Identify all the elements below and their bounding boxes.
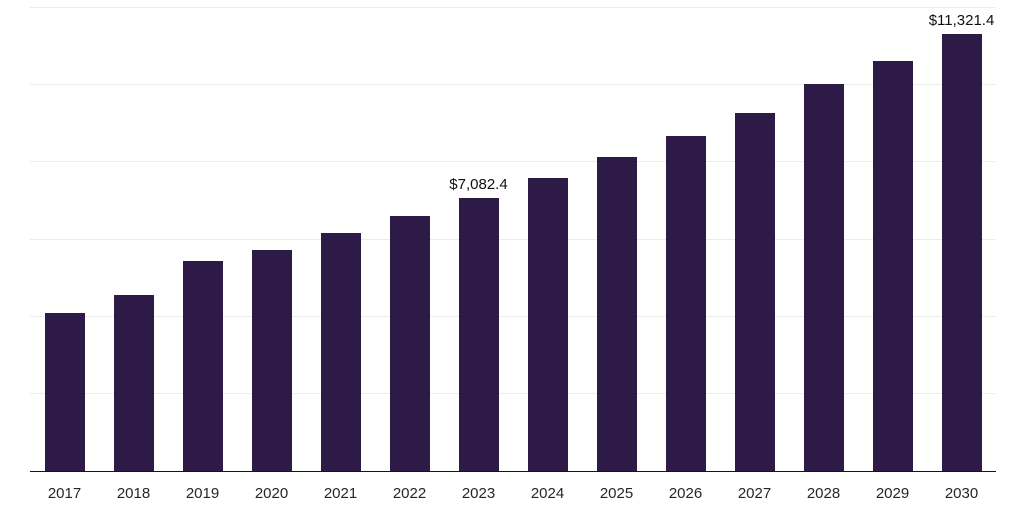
bar-2019 <box>182 260 223 471</box>
x-axis-label: 2019 <box>185 484 220 502</box>
gridline <box>30 161 996 163</box>
bar-column <box>789 8 858 471</box>
x-axis-label: 2021 <box>323 484 358 502</box>
plot-area: $7,082.4 $11,321.4 <box>30 7 996 472</box>
bar-column <box>720 8 789 471</box>
bar-2030 <box>941 34 982 471</box>
x-axis-label: 2029 <box>875 484 910 502</box>
bar-2023 <box>458 197 499 471</box>
x-axis-label: 2023 <box>461 484 496 502</box>
x-axis-label: 2018 <box>116 484 151 502</box>
bar-column <box>513 8 582 471</box>
gridline <box>30 84 996 86</box>
bar-column <box>306 8 375 471</box>
gridline <box>30 392 996 394</box>
x-axis-label: 2026 <box>668 484 703 502</box>
bar-2021 <box>320 233 361 471</box>
bar-2018 <box>113 295 154 471</box>
bar-value-label: $7,082.4 <box>449 175 508 193</box>
x-axis-label: 2030 <box>944 484 979 502</box>
bar-column <box>582 8 651 471</box>
x-axis-label: 2025 <box>599 484 634 502</box>
bar-value-label: $11,321.4 <box>928 12 995 30</box>
x-axis-label: 2022 <box>392 484 427 502</box>
bar-column <box>375 8 444 471</box>
bar-2024 <box>527 178 568 471</box>
bar-column <box>651 8 720 471</box>
x-axis-labels: 2017 2018 2019 2020 2021 2022 2023 2024 2025 2026… <box>30 478 996 508</box>
gridline <box>30 315 996 317</box>
gridline <box>30 7 996 8</box>
bar-2028 <box>803 84 844 471</box>
bar-column <box>237 8 306 471</box>
bar-2020 <box>251 249 292 471</box>
bar-column <box>858 8 927 471</box>
bar-column: $11,321.4 <box>927 8 996 471</box>
bar-2017 <box>44 312 85 471</box>
bar-2026 <box>665 135 706 471</box>
x-axis-label: 2017 <box>47 484 82 502</box>
bar-column: $7,082.4 <box>444 8 513 471</box>
x-axis-label: 2024 <box>530 484 565 502</box>
bar-2022 <box>389 216 430 471</box>
bar-column <box>168 8 237 471</box>
gridlines <box>30 7 996 471</box>
bar-2029 <box>872 60 913 471</box>
x-axis-label: 2020 <box>254 484 289 502</box>
bars-container: $7,082.4 $11,321.4 <box>30 8 996 471</box>
x-axis-label: 2027 <box>737 484 772 502</box>
bar-column <box>99 8 168 471</box>
bar-2027 <box>734 112 775 471</box>
gridline <box>30 238 996 240</box>
x-axis-label: 2028 <box>806 484 841 502</box>
bar-column <box>30 8 99 471</box>
bar-2025 <box>596 157 637 471</box>
